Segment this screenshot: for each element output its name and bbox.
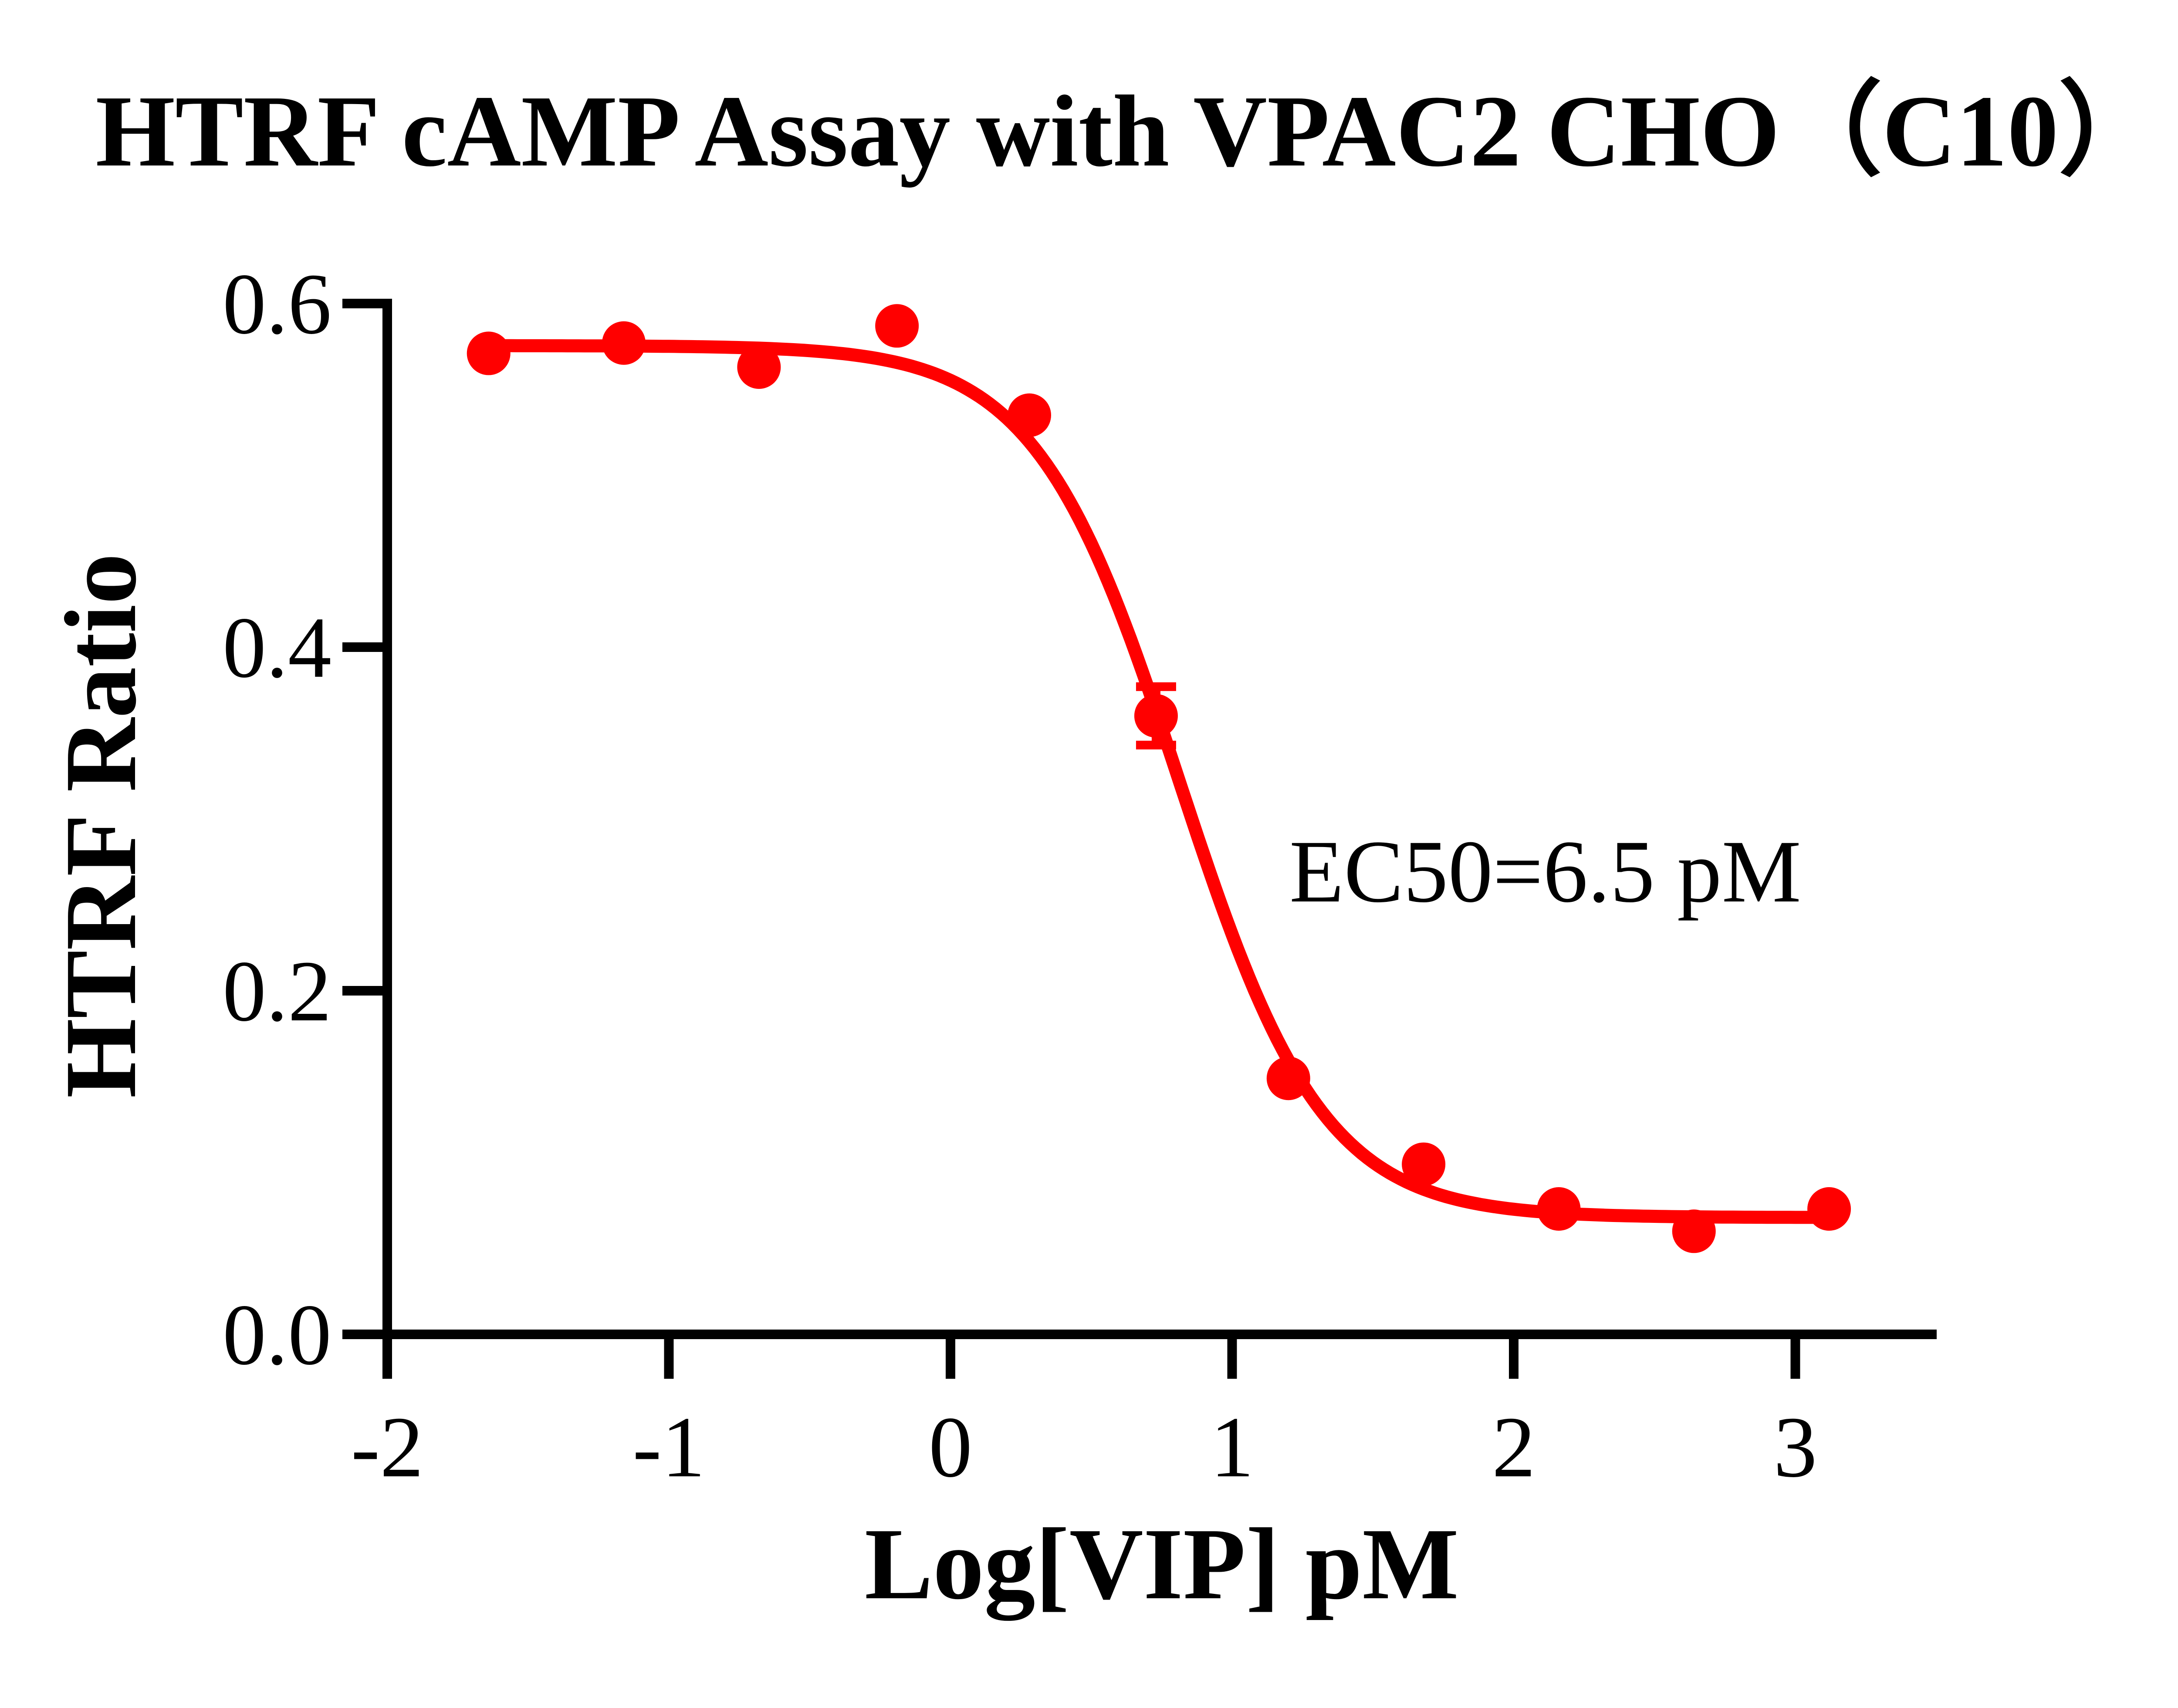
y-axis-ticks: [342, 299, 387, 1339]
data-point: [1402, 1142, 1446, 1186]
x-tick-label: 3: [1774, 1399, 1817, 1495]
y-tick-label: 0.0: [223, 1287, 331, 1383]
ec50-annotation: EC50=6.5 pM: [1289, 822, 1801, 921]
series-vip-dose-response: [467, 304, 1851, 1253]
data-point: [602, 321, 646, 365]
x-axis-title: Log[VIP] pM: [865, 1507, 1459, 1621]
x-tick-label: 1: [1211, 1399, 1254, 1495]
chart-title: HTRF cAMP Assay with VPAC2 CHO（C10）: [95, 74, 2161, 188]
data-point: [1537, 1187, 1581, 1231]
x-tick-labels: -2 -1 0 1 2 3: [351, 1399, 1817, 1495]
y-tick-label: 0.6: [223, 256, 331, 352]
data-point: [737, 345, 781, 389]
y-tick-labels: 0.0 0.2 0.4 0.6: [223, 256, 331, 1383]
axes: [342, 299, 1937, 1379]
x-tick-label: 0: [929, 1399, 972, 1495]
data-point: [1266, 1057, 1310, 1100]
fit-curve: [482, 339, 1836, 1224]
x-tick-label: -2: [351, 1399, 424, 1495]
y-tick-label: 0.4: [223, 600, 331, 696]
data-point: [875, 304, 919, 348]
x-tick-label: -1: [632, 1399, 705, 1495]
y-axis-title: HTRF Ratio: [44, 553, 157, 1098]
data-point: [1807, 1187, 1851, 1231]
data-point: [1672, 1209, 1716, 1253]
x-tick-label: 2: [1492, 1399, 1535, 1495]
x-axis-ticks: [382, 1334, 1800, 1379]
data-point: [1134, 694, 1178, 738]
y-tick-label: 0.2: [223, 943, 331, 1040]
data-point: [1008, 393, 1052, 437]
data-point: [467, 331, 511, 375]
